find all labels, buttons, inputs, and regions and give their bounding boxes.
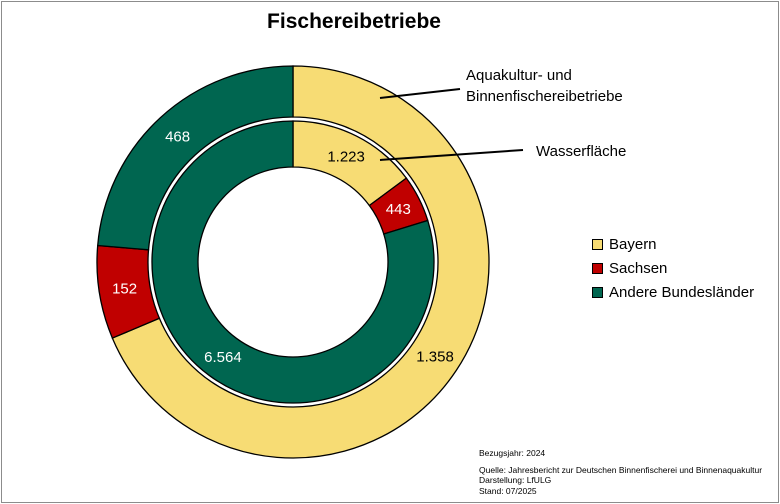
- outer-ring-segment-andere-bundesl-nder: [96, 65, 294, 251]
- source-note: Bezugsjahr: 2024 Quelle: Jahresbericht z…: [479, 448, 762, 496]
- legend-label-bayern: Bayern: [609, 235, 657, 253]
- legend-item-sachsen: Sachsen: [592, 256, 754, 280]
- legend-item-andere: Andere Bundesländer: [592, 280, 754, 304]
- inner-ring-value-label-andere-bundesl-nder: 6.564: [204, 349, 242, 366]
- outer-ring-label-line-2: Binnenfischereibetriebe: [466, 88, 623, 105]
- inner-ring-value-label-bayern: 1.223: [327, 149, 365, 166]
- reference-year: Bezugsjahr: 2024: [479, 448, 546, 458]
- legend-swatch-andere: [592, 286, 603, 298]
- legend: Bayern Sachsen Andere Bundesländer: [592, 232, 754, 304]
- source-text: Quelle: Jahresbericht zur Deutschen Binn…: [479, 464, 763, 475]
- outer-ring-label-line-1: Aquakultur- und: [466, 67, 572, 84]
- outer-ring-callout-line: [379, 88, 461, 99]
- outer-ring-segment-bayern: [111, 65, 490, 459]
- outer-ring-value-label-andere-bundesl-nder: 468: [165, 128, 190, 145]
- status-date: Stand: 07/2025: [479, 485, 537, 496]
- inner-ring-segment-andere-bundesl-nder: [151, 120, 435, 404]
- inner-ring-label: Wasserfläche: [536, 143, 626, 160]
- legend-swatch-sachsen: [592, 262, 603, 274]
- legend-item-bayern: Bayern: [592, 232, 754, 256]
- outer-ring-value-label-sachsen: 152: [112, 281, 137, 298]
- legend-label-andere: Andere Bundesländer: [609, 283, 755, 301]
- outer-ring-value-label-bayern: 1.358: [416, 348, 454, 365]
- inner-ring-value-label-sachsen: 443: [386, 201, 411, 218]
- legend-label-sachsen: Sachsen: [609, 259, 668, 277]
- legend-swatch-bayern: [592, 238, 603, 250]
- created-by: Darstellung: LfULG: [479, 475, 552, 485]
- chart-title: Fischereibetriebe: [267, 10, 441, 33]
- inner-ring-callout-line: [379, 149, 524, 161]
